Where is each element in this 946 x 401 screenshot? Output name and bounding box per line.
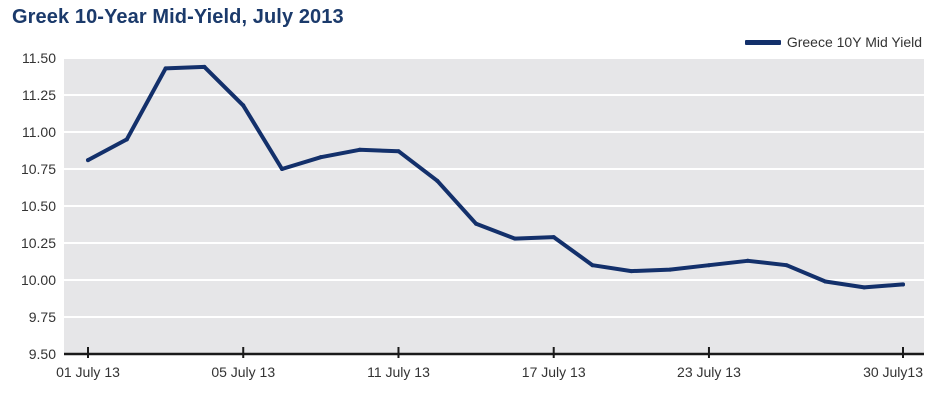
x-tick-label: 11 July 13 — [367, 364, 430, 380]
data-point — [435, 178, 440, 183]
legend: Greece 10Y Mid Yield — [744, 34, 922, 50]
data-point — [202, 64, 207, 69]
y-tick-label: 10.00 — [21, 272, 56, 288]
y-tick-label: 11.50 — [22, 50, 56, 66]
x-tick-label: 05 July 13 — [211, 364, 275, 380]
data-point — [163, 66, 168, 71]
data-point — [357, 147, 362, 152]
x-tick-label: 23 July 13 — [677, 364, 741, 380]
x-tick-label: 30 July13 — [863, 364, 923, 380]
data-point — [551, 235, 556, 240]
data-point — [512, 236, 517, 241]
data-point — [474, 221, 479, 226]
y-tick-label: 10.50 — [21, 198, 56, 214]
y-tick-label: 9.75 — [29, 309, 56, 325]
y-tick-label: 9.50 — [29, 346, 56, 362]
x-tick-label: 17 July 13 — [522, 364, 586, 380]
data-point — [668, 267, 673, 272]
y-tick-label: 11.00 — [22, 124, 56, 140]
legend-label: Greece 10Y Mid Yield — [786, 34, 922, 50]
y-tick-label: 11.25 — [22, 87, 56, 103]
y-axis-ticks: 11.50 11.25 11.00 10.75 10.50 10.25 10.00 9.75 9… — [21, 50, 56, 362]
y-tick-label: 10.25 — [21, 235, 56, 251]
series-line-greece-10y — [86, 64, 905, 290]
x-axis: 01 July 13 05 July 13 11 July 13 17 July 13… — [56, 347, 924, 380]
chart-title: Greek 10-Year Mid-Yield, July 2013 — [12, 6, 344, 28]
data-point — [901, 282, 905, 287]
data-point — [862, 285, 867, 290]
data-point — [745, 258, 750, 263]
legend-swatch — [744, 39, 781, 45]
data-point — [629, 269, 634, 274]
data-point — [396, 149, 401, 154]
gridlines — [64, 57, 924, 318]
data-point — [784, 263, 789, 268]
x-tick-label: 01 July 13 — [56, 364, 120, 380]
data-point — [590, 263, 595, 268]
data-point — [823, 279, 828, 284]
data-point — [86, 158, 90, 163]
data-point — [241, 103, 246, 108]
data-point — [706, 263, 711, 268]
y-tick-label: 10.75 — [21, 161, 56, 177]
series-layer — [86, 64, 905, 290]
data-point — [318, 155, 323, 160]
data-point — [280, 167, 285, 171]
data-point — [124, 137, 129, 142]
